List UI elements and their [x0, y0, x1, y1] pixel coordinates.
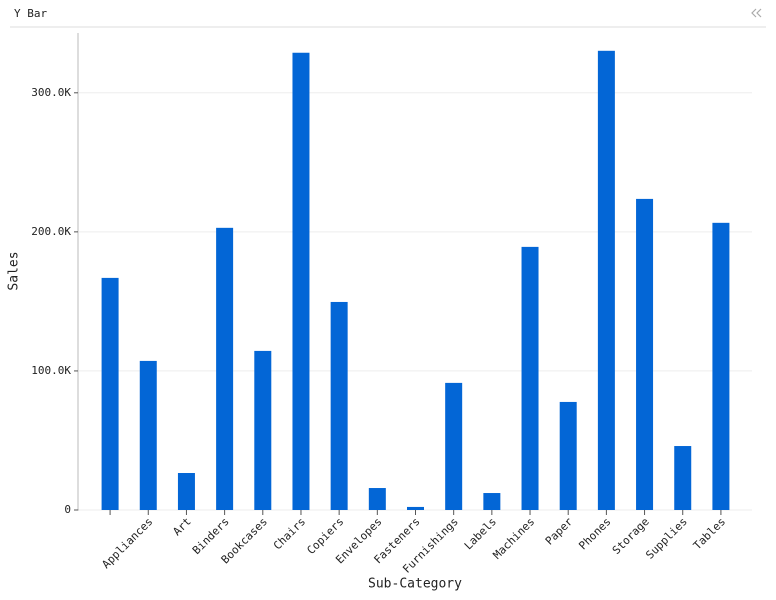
x-tick-label: Art: [170, 515, 193, 538]
x-axis-title: Sub-Category: [368, 577, 462, 592]
bar: [292, 52, 310, 510]
y-tick-label: 300.0K: [31, 86, 71, 99]
x-tick-label: Phones: [576, 515, 613, 552]
x-tick-label: Supplies: [643, 515, 690, 562]
bar: [597, 50, 615, 510]
y-tick-label: 200.0K: [31, 225, 71, 238]
bar: [177, 473, 195, 510]
x-tick-label: Machines: [491, 515, 538, 562]
bar: [407, 506, 424, 510]
x-tick-label: Tables: [691, 515, 728, 552]
y-tick-label: 100.0K: [31, 364, 71, 377]
y-tick-label: 0: [64, 503, 71, 516]
x-tick-label: Paper: [543, 515, 576, 548]
bar: [445, 382, 463, 510]
y-axis-title: Sales: [7, 251, 22, 290]
bar: [139, 360, 157, 510]
collapse-icon[interactable]: [751, 8, 762, 18]
chart-title: Y Bar: [14, 7, 47, 20]
bar: [101, 277, 119, 510]
bar: [559, 401, 577, 510]
bar: [368, 488, 386, 510]
bar: [674, 446, 692, 510]
bar: [216, 227, 234, 510]
x-tick-label: Labels: [462, 515, 499, 552]
x-tick-label: Appliances: [99, 515, 155, 571]
bar: [483, 493, 501, 510]
bar: [521, 246, 539, 510]
bar: [254, 350, 272, 510]
bar: [636, 198, 654, 511]
x-tick-label: Chairs: [271, 515, 308, 552]
bar: [712, 222, 730, 510]
bar: [330, 301, 348, 510]
